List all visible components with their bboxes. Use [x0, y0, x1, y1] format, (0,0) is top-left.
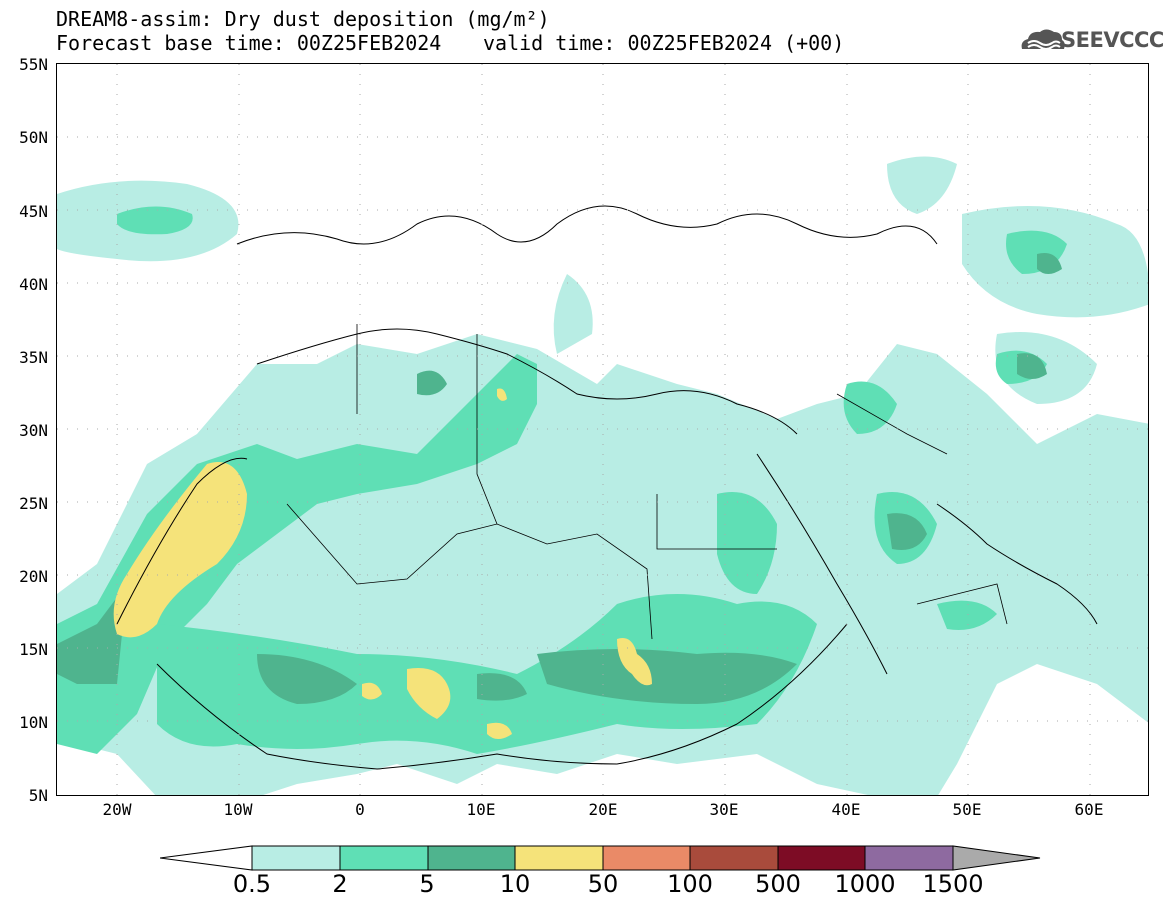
colorbar-label-2: 5	[419, 870, 435, 898]
valid-time: valid time: 00Z25FEB2024 (+00)	[483, 31, 845, 55]
colorbar-swatch-3	[514, 845, 604, 871]
colorbar-swatch-6	[777, 845, 866, 871]
cloud-icon	[1021, 29, 1065, 50]
colorbar-swatch-0	[251, 845, 341, 871]
map-canvas	[57, 64, 1148, 795]
colorbar-label-0: 0.5	[232, 870, 272, 898]
colorbar-label-4: 50	[587, 870, 619, 898]
lon-label-0: 0	[355, 800, 365, 819]
lon-label-40e: 40E	[831, 800, 861, 819]
colorbar-swatch-1	[339, 845, 429, 871]
lon-label-50e: 50E	[952, 800, 982, 819]
lat-label-25n: 25N	[19, 494, 48, 513]
colorbar-swatch-7	[864, 845, 954, 871]
lon-label-10e: 10E	[466, 800, 496, 819]
dust-layer-5	[57, 253, 1062, 704]
lat-label-35n: 35N	[19, 348, 48, 367]
lon-label-30e: 30E	[709, 800, 739, 819]
lat-label-30n: 30N	[19, 421, 48, 440]
lon-label-20w: 20W	[102, 800, 132, 819]
map-title: DREAM8-assim: Dry dust deposition (mg/m²…	[56, 7, 550, 31]
lat-label-40n: 40N	[19, 275, 48, 294]
logo-text: SEEVCCC	[1061, 28, 1164, 52]
coastlines	[116, 205, 1098, 770]
lat-label-15n: 15N	[19, 640, 48, 659]
lat-label-55n: 55N	[19, 55, 48, 74]
borders	[286, 324, 1008, 640]
lon-label-60e: 60E	[1074, 800, 1104, 819]
lat-label-10n: 10N	[19, 713, 48, 732]
colorbar	[160, 845, 1041, 871]
lat-label-45n: 45N	[19, 202, 48, 221]
dust-layer-10	[113, 388, 652, 739]
colorbar-label-1: 2	[332, 870, 348, 898]
colorbar-swatch-5	[689, 845, 779, 871]
lat-label-20n: 20N	[19, 567, 48, 586]
forecast-base-time: Forecast base time: 00Z25FEB2024	[56, 31, 442, 55]
lon-label-10w: 10W	[223, 800, 253, 819]
colorbar-label-8: 1500	[922, 870, 984, 898]
colorbar-swatch-2	[427, 845, 516, 871]
colorbar-upper-triangle	[952, 845, 1041, 871]
dust-deposition-map	[56, 63, 1149, 796]
colorbar-label-6: 500	[755, 870, 801, 898]
lon-label-20e: 20E	[588, 800, 618, 819]
lat-label-50n: 50N	[19, 128, 48, 147]
lat-label-5n: 5N	[28, 786, 48, 805]
colorbar-label-7: 1000	[834, 870, 896, 898]
colorbar-label-3: 10	[499, 870, 531, 898]
colorbar-label-5: 100	[667, 870, 713, 898]
colorbar-swatch-4	[602, 845, 691, 871]
colorbar-lower-triangle	[160, 845, 253, 871]
